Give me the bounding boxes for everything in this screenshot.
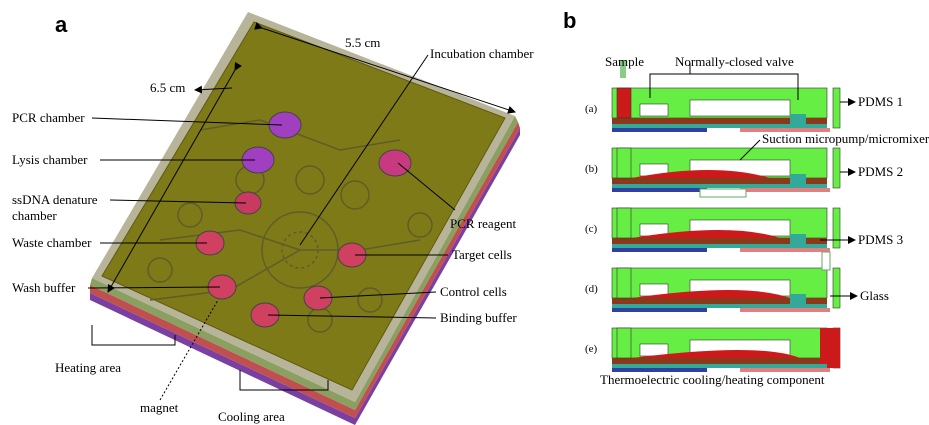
sample (617, 328, 631, 358)
callout: Binding buffer (440, 310, 517, 325)
callout: Cooling area (218, 409, 285, 424)
callout: Target cells (452, 247, 512, 262)
label: PDMS 3 (858, 232, 903, 247)
cooler (740, 188, 830, 192)
heater (612, 248, 707, 252)
pdms-layer (833, 88, 840, 128)
sample (617, 268, 631, 298)
channel-layer (612, 358, 827, 364)
panel-label: a (55, 12, 68, 37)
callout: PCR chamber (12, 110, 85, 125)
step-label: (e) (585, 343, 598, 355)
glass-layer (612, 124, 827, 128)
callout: Wash buffer (12, 280, 76, 295)
heater (612, 188, 707, 192)
label: Sample (605, 54, 644, 69)
valve (790, 114, 806, 124)
valve (790, 174, 806, 184)
sample (617, 208, 631, 238)
glass-layer (612, 304, 827, 308)
chamber (640, 104, 668, 116)
label: Glass (860, 288, 889, 303)
dimension: 5.5 cm (345, 35, 380, 50)
step-label: (b) (585, 163, 598, 175)
dimension: 6.5 cm (150, 80, 185, 95)
callout: Control cells (440, 284, 507, 299)
callout: magnet (140, 400, 179, 415)
chamber (690, 100, 790, 116)
fluid (820, 328, 840, 368)
callout: Incubation chamber (430, 46, 534, 61)
valve (790, 294, 806, 304)
heater (612, 128, 707, 132)
panel-label: b (563, 8, 576, 33)
step-label: (d) (585, 283, 598, 295)
glass-layer (612, 184, 827, 188)
label: Suction micropump/micromixer (762, 131, 929, 146)
callout: Heating area (55, 360, 121, 375)
label: Normally-closed valve (675, 54, 794, 69)
callout: PCR reagent (450, 216, 516, 231)
sample (617, 88, 631, 118)
cooler (740, 248, 830, 252)
label: PDMS 1 (858, 94, 903, 109)
callout: ssDNA denature (12, 192, 98, 207)
label: Thermoelectric cooling/heating component (600, 372, 825, 387)
cooler (740, 308, 830, 312)
label: PDMS 2 (858, 164, 903, 179)
callout: Waste chamber (12, 235, 92, 250)
callout: chamber (12, 208, 57, 223)
heater (612, 308, 707, 312)
chamber (640, 344, 668, 356)
step-label: (c) (585, 223, 598, 235)
sample (617, 148, 631, 178)
callout: Lysis chamber (12, 152, 88, 167)
pdms-layer (833, 268, 840, 308)
valve (790, 234, 806, 244)
glass-layer (612, 244, 827, 248)
figure: a 5.5 cm 6.5 cm Incubation chamber PCR c… (0, 0, 929, 425)
glass-layer (612, 364, 827, 368)
pdms-layer (833, 148, 840, 188)
pdms-layer (833, 208, 840, 248)
step-label: (a) (585, 103, 598, 115)
